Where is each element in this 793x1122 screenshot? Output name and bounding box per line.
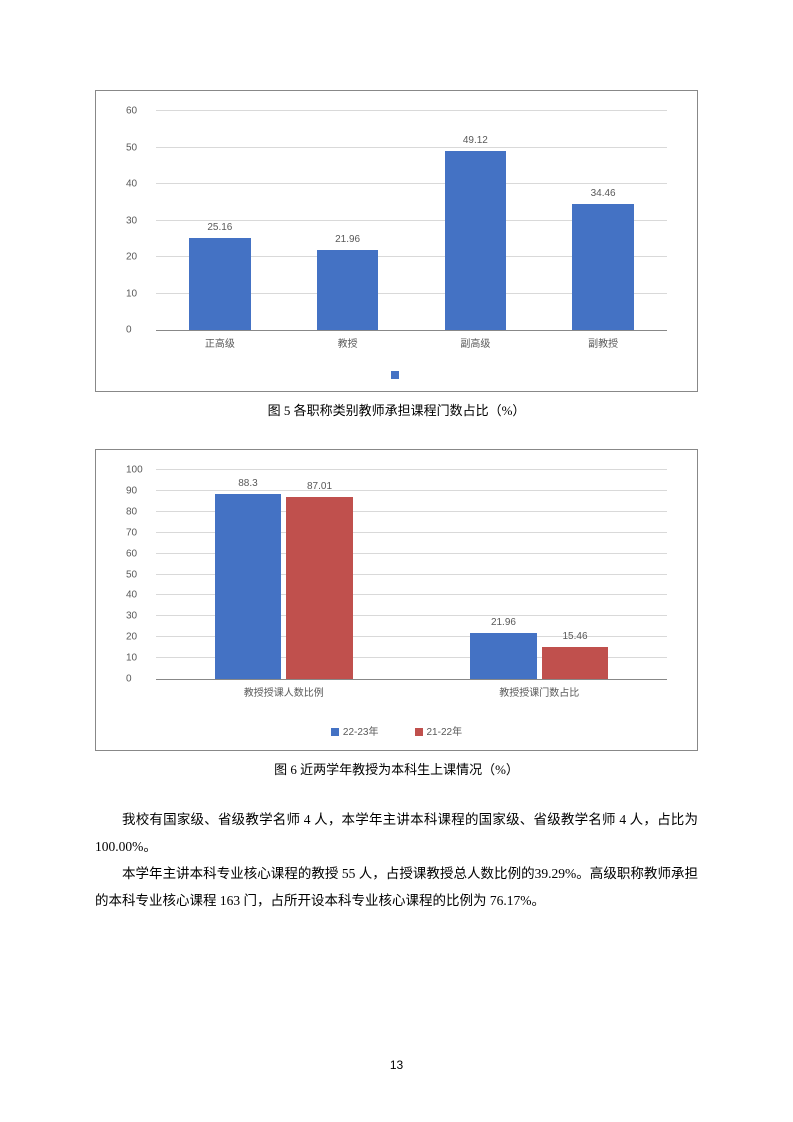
chart5-legend bbox=[96, 370, 697, 381]
chart6-bar: 15.46 bbox=[542, 647, 608, 679]
chart6-bar: 87.01 bbox=[286, 497, 352, 679]
chart5-bar: 21.96 bbox=[317, 250, 378, 330]
paragraph-2: 本学年主讲本科专业核心课程的教授 55 人，占授课教授总人数比例的39.29%。… bbox=[95, 860, 698, 914]
chart6-bar: 88.3 bbox=[215, 494, 281, 679]
chart5-bar: 49.12 bbox=[445, 151, 506, 330]
chart5-bar: 34.46 bbox=[572, 204, 633, 330]
chart5-plot: 010203040506025.16正高级21.96教授49.12副高级34.4… bbox=[156, 111, 667, 331]
chart5-caption: 图 5 各职称类别教师承担课程门数占比（%） bbox=[95, 400, 698, 419]
body-text: 我校有国家级、省级教学名师 4 人，本学年主讲本科课程的国家级、省级教学名师 4… bbox=[95, 806, 698, 914]
paragraph-1: 我校有国家级、省级教学名师 4 人，本学年主讲本科课程的国家级、省级教学名师 4… bbox=[95, 806, 698, 860]
chart6-caption: 图 6 近两学年教授为本科生上课情况（%） bbox=[95, 759, 698, 778]
chart6: 010203040506070809010088.387.01教授授课人数比例2… bbox=[95, 449, 698, 751]
chart6-plot: 010203040506070809010088.387.01教授授课人数比例2… bbox=[156, 470, 667, 680]
chart6-legend: 22-23年21-22年 bbox=[96, 723, 697, 738]
chart6-bar: 21.96 bbox=[470, 633, 536, 679]
chart5-bar: 25.16 bbox=[189, 238, 250, 330]
chart5: 010203040506025.16正高级21.96教授49.12副高级34.4… bbox=[95, 90, 698, 392]
chart5-legend-swatch bbox=[391, 371, 399, 379]
page-number: 13 bbox=[0, 1058, 793, 1072]
